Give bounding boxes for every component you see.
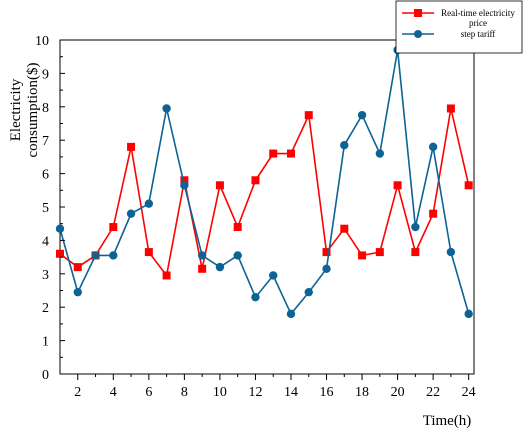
y-tick-label: 6: [42, 168, 49, 183]
legend-label: Real-time electricity price: [441, 8, 515, 28]
data-point: [73, 263, 82, 272]
x-axis: 2 4 6 8 10 12 14 16 18 20 22 24: [74, 374, 476, 400]
data-point: [215, 181, 224, 190]
data-point: [393, 181, 402, 190]
series-step-tariff: [55, 45, 473, 319]
series-layer: [55, 45, 473, 319]
data-point: [198, 264, 207, 273]
data-point: [340, 224, 349, 233]
data-point: [429, 209, 438, 218]
x-tick-label: 2: [74, 385, 81, 400]
legend-label: step tariff: [461, 29, 496, 39]
data-point: [109, 251, 118, 260]
y-axis-title-line: consumption($): [25, 63, 41, 158]
y-tick-label: 9: [42, 67, 49, 82]
y-tick-label: 5: [42, 201, 49, 216]
data-point: [286, 149, 295, 158]
data-point: [375, 248, 384, 257]
y-tick-label: 4: [42, 234, 49, 249]
data-point: [464, 181, 473, 190]
plot-frame: [59, 39, 475, 375]
data-point: [197, 251, 207, 260]
x-axis-title: Time(h): [423, 413, 472, 429]
series-line: [59, 108, 470, 278]
data-point: [304, 111, 313, 120]
x-tick-label: 20: [391, 385, 405, 400]
legend-item: step tariff: [402, 29, 495, 39]
data-point: [446, 247, 456, 257]
legend-marker: [414, 9, 422, 17]
data-point: [269, 149, 278, 158]
data-point: [109, 223, 118, 232]
y-tick-label: 2: [42, 301, 49, 316]
data-point: [126, 209, 136, 218]
data-point: [55, 224, 65, 233]
data-point: [269, 271, 278, 280]
data-point: [233, 251, 242, 260]
legend-label-line: Real-time electricity: [441, 8, 515, 18]
plot-border: [59, 39, 475, 375]
y-tick-label: 1: [42, 335, 49, 350]
data-point: [340, 141, 349, 150]
data-point: [180, 181, 189, 190]
y-tick-label: 8: [42, 101, 49, 116]
y-tick-label: 0: [42, 368, 49, 383]
legend-marker: [414, 30, 422, 38]
x-tick-label: 12: [248, 385, 262, 400]
data-point: [162, 271, 171, 280]
data-point: [322, 248, 331, 257]
y-tick-label: 7: [42, 134, 49, 149]
y-tick-label: 10: [35, 34, 49, 49]
data-point: [375, 149, 385, 158]
data-point: [446, 104, 455, 113]
data-point: [428, 142, 438, 152]
data-point: [358, 251, 367, 260]
data-point: [162, 104, 171, 113]
x-tick-label: 16: [320, 385, 334, 400]
data-point: [144, 248, 153, 257]
data-point: [215, 262, 225, 272]
x-tick-label: 10: [213, 385, 227, 400]
data-point: [411, 222, 420, 232]
data-point: [233, 223, 242, 232]
legend-label-line: step tariff: [461, 29, 496, 39]
x-tick-label: 4: [110, 385, 117, 400]
data-point: [144, 199, 154, 208]
series-real-time-price: [56, 104, 473, 280]
data-point: [464, 309, 473, 319]
legend-item: Real-time electricity price: [402, 8, 515, 28]
data-point: [127, 142, 136, 151]
y-tick-label: 3: [42, 268, 49, 283]
data-point: [357, 110, 367, 120]
series-line: [59, 49, 470, 316]
x-tick-label: 18: [355, 385, 369, 400]
data-point: [56, 249, 64, 258]
data-point: [180, 176, 189, 185]
x-tick-label: 14: [284, 385, 298, 400]
x-tick-label: 8: [181, 385, 188, 400]
data-point: [91, 251, 100, 260]
data-point: [286, 309, 296, 319]
data-point: [73, 287, 82, 297]
data-point: [411, 248, 420, 257]
x-tick-label: 24: [462, 385, 476, 400]
data-point: [251, 292, 260, 302]
x-tick-label: 6: [145, 385, 152, 400]
x-tick-label: 22: [426, 385, 440, 400]
data-point: [304, 287, 313, 297]
legend-label-line: price: [469, 18, 487, 28]
y-axis: 0 1 2 3 4 5 6 7 8 9 10: [35, 34, 65, 383]
y-axis-title-line: Electricity: [8, 78, 24, 141]
data-point: [322, 264, 331, 273]
data-point: [251, 176, 260, 185]
y-axis-title: Electricityconsumption($): [8, 63, 41, 158]
